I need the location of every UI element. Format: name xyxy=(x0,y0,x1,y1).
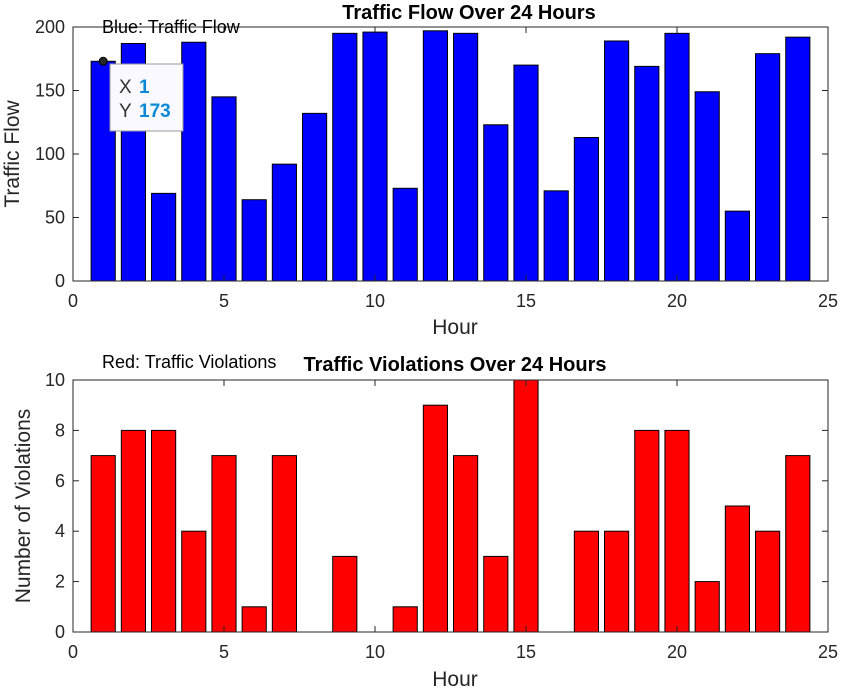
violations-bar-hour-7[interactable] xyxy=(271,455,297,633)
flow-bar-hour-5[interactable] xyxy=(211,96,237,282)
flow-bar-hour-23[interactable] xyxy=(755,53,781,282)
data-tip-x-value: 1 xyxy=(139,77,150,98)
violations-bar-hour-22[interactable] xyxy=(724,505,750,633)
flow-bar-hour-21[interactable] xyxy=(694,91,720,282)
flow-bar-hour-22[interactable] xyxy=(724,210,750,282)
flow-bar-hour-6[interactable] xyxy=(241,199,267,282)
violations-bar-hour-24[interactable] xyxy=(785,455,811,633)
flow-bar-hour-20[interactable] xyxy=(664,32,690,282)
data-tip-box xyxy=(109,63,184,132)
flow-bar-hour-4[interactable] xyxy=(181,41,207,282)
flow-x-tick-label: 10 xyxy=(365,291,385,311)
flow-y-tick-label: 0 xyxy=(55,271,65,291)
violations-bar-hour-14[interactable] xyxy=(483,555,509,633)
flow-bar-hour-12[interactable] xyxy=(422,30,448,282)
flow-bar-hour-17[interactable] xyxy=(573,136,599,282)
flow-bar-hour-10[interactable] xyxy=(362,31,388,282)
flow-bar-hour-3[interactable] xyxy=(151,192,177,282)
violations-bar-hour-21[interactable] xyxy=(694,581,720,633)
violations-x-tick-label: 25 xyxy=(818,642,838,662)
flow-axes: 0 5 10 15 20 25 0 50 100 150 200 Traffic Flow Ove… xyxy=(1,2,838,339)
violations-bar-hour-3[interactable] xyxy=(151,429,177,633)
violations-bar-hour-4[interactable] xyxy=(181,530,207,633)
violations-x-tick-label: 20 xyxy=(667,642,687,662)
violations-x-tick-label: 5 xyxy=(219,642,229,662)
flow-annotation: Blue: Traffic Flow xyxy=(102,17,241,37)
flow-x-axis-label: Hour xyxy=(432,316,478,339)
violations-x-ticks: 0 5 10 15 20 25 xyxy=(68,380,838,662)
violations-bar-hour-13[interactable] xyxy=(453,455,479,633)
violations-y-tick-label: 2 xyxy=(55,572,65,592)
flow-y-tick-label: 200 xyxy=(35,17,65,37)
violations-y-tick-label: 4 xyxy=(55,521,65,541)
violations-bar-hour-19[interactable] xyxy=(634,429,660,633)
violations-y-tick-label: 8 xyxy=(55,420,65,440)
violations-bar-hour-5[interactable] xyxy=(211,455,237,633)
flow-y-ticks: 0 50 100 150 200 xyxy=(35,17,828,291)
flow-bar-hour-13[interactable] xyxy=(453,32,479,282)
violations-bar-hour-2[interactable] xyxy=(120,429,146,633)
flow-y-tick-label: 100 xyxy=(35,144,65,164)
data-tip[interactable]: X 1 Y 173 xyxy=(98,56,184,132)
violations-y-ticks: 0 2 4 6 8 10 xyxy=(45,370,828,642)
flow-x-tick-label: 5 xyxy=(219,291,229,311)
data-tip-y-value: 173 xyxy=(139,101,171,122)
data-tip-y-label: Y xyxy=(119,101,132,122)
data-tip-marker[interactable] xyxy=(98,56,108,66)
flow-bar-hour-19[interactable] xyxy=(634,65,660,282)
flow-bar-hour-18[interactable] xyxy=(604,40,630,282)
violations-axes-box xyxy=(72,379,829,633)
flow-bar-hour-14[interactable] xyxy=(483,124,509,282)
violations-bar-hour-9[interactable] xyxy=(332,555,358,633)
violations-bar-hour-1[interactable] xyxy=(90,455,116,633)
flow-bar-hour-8[interactable] xyxy=(302,112,328,282)
flow-x-tick-label: 0 xyxy=(68,291,78,311)
violations-x-axis-label: Hour xyxy=(432,668,478,690)
flow-x-tick-label: 25 xyxy=(818,291,838,311)
data-tip-x-label: X xyxy=(119,77,132,98)
flow-x-tick-label: 15 xyxy=(516,291,536,311)
flow-x-tick-label: 20 xyxy=(667,291,687,311)
violations-bar-hour-6[interactable] xyxy=(241,606,267,633)
violations-x-tick-label: 10 xyxy=(365,642,385,662)
violations-bar-hour-15[interactable] xyxy=(513,379,539,633)
violations-bar-hour-17[interactable] xyxy=(573,530,599,633)
flow-bar-hour-7[interactable] xyxy=(271,163,297,282)
flow-x-ticks: 0 5 10 15 20 25 xyxy=(68,27,838,311)
violations-y-tick-label: 10 xyxy=(45,370,65,390)
flow-bar-hour-11[interactable] xyxy=(392,187,418,282)
flow-bar-hour-24[interactable] xyxy=(785,36,811,282)
violations-bar-hour-20[interactable] xyxy=(664,429,690,633)
violations-axes: 0 5 10 15 20 25 0 2 4 6 8 10 Traffic Violations Ov… xyxy=(12,352,838,690)
violations-bar-hour-23[interactable] xyxy=(755,530,781,633)
flow-y-tick-label: 150 xyxy=(35,81,65,101)
violations-x-tick-label: 0 xyxy=(68,642,78,662)
flow-bar-hour-15[interactable] xyxy=(513,64,539,282)
violations-bar-hour-18[interactable] xyxy=(604,530,630,633)
violations-x-tick-label: 15 xyxy=(516,642,536,662)
violations-y-tick-label: 6 xyxy=(55,471,65,491)
flow-chart-title: Traffic Flow Over 24 Hours xyxy=(342,2,595,24)
violations-y-axis-label: Number of Violations xyxy=(12,409,35,604)
flow-y-axis-label: Traffic Flow xyxy=(1,99,24,207)
flow-bar-hour-9[interactable] xyxy=(332,32,358,282)
flow-bar-hour-16[interactable] xyxy=(543,190,569,282)
violations-bar-hour-11[interactable] xyxy=(392,606,418,633)
violations-bar-hour-12[interactable] xyxy=(422,404,448,633)
violations-annotation: Red: Traffic Violations xyxy=(102,352,276,372)
violations-y-tick-label: 0 xyxy=(55,622,65,642)
flow-y-tick-label: 50 xyxy=(45,208,65,228)
violations-chart-title: Traffic Violations Over 24 Hours xyxy=(303,354,606,376)
